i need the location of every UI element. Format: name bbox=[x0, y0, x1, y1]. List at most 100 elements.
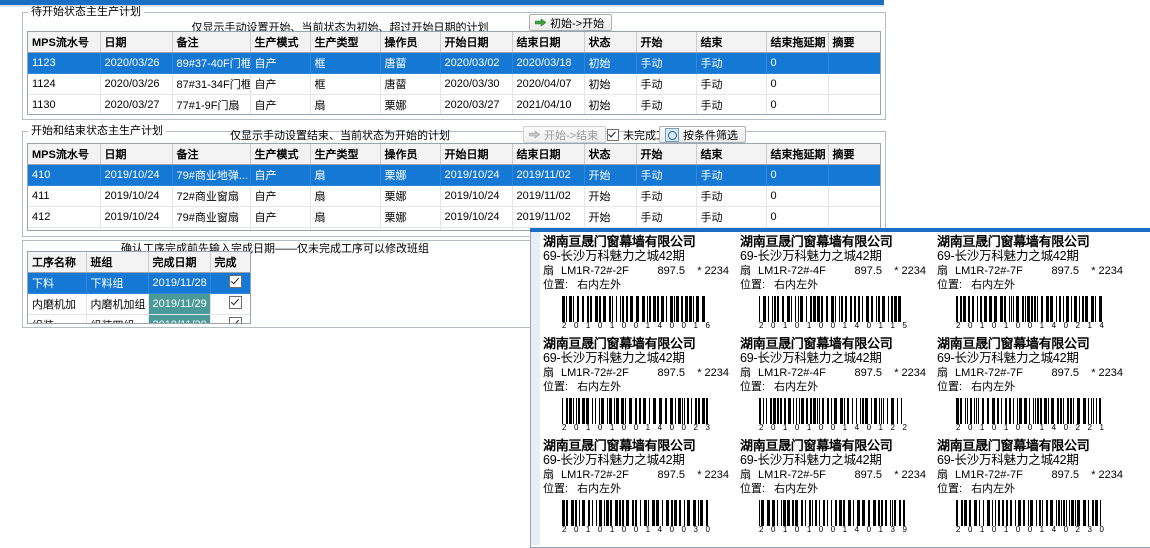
process-done-cell[interactable] bbox=[210, 314, 250, 323]
table-cell[interactable]: 手动 bbox=[696, 94, 767, 114]
groups.pending-col-12[interactable]: 摘要 bbox=[828, 32, 880, 53]
table-cell[interactable]: 0 bbox=[766, 164, 829, 186]
groups.pending-col-7[interactable]: 结束日期 bbox=[512, 32, 585, 53]
table-cell[interactable]: 手动 bbox=[696, 185, 767, 207]
process-col-0[interactable]: 工序名称 bbox=[28, 252, 87, 273]
table-cell[interactable]: 72#商业窗扇 bbox=[172, 185, 251, 207]
table-cell[interactable]: 唐蒥 bbox=[380, 52, 441, 74]
table-cell[interactable]: 手动 bbox=[696, 206, 767, 228]
table-cell[interactable] bbox=[828, 164, 880, 186]
groups.pending-col-9[interactable]: 开始 bbox=[636, 32, 697, 53]
groups.started-col-3[interactable]: 生产模式 bbox=[250, 144, 311, 165]
table-cell[interactable]: 2020/03/27 bbox=[440, 94, 513, 114]
process-team-cell[interactable]: 下料组 bbox=[86, 272, 149, 294]
process-team-cell[interactable]: 组装四组 bbox=[86, 314, 149, 323]
table-cell[interactable]: 2020/03/27 bbox=[100, 94, 173, 114]
groups.started-col-1[interactable]: 日期 bbox=[100, 144, 173, 165]
table-row[interactable]: 组装组装四组2019/11/30 bbox=[28, 314, 250, 323]
table-cell[interactable]: 1123 bbox=[28, 52, 101, 74]
table-cell[interactable]: 手动 bbox=[636, 206, 697, 228]
table-cell[interactable]: 414 bbox=[28, 227, 101, 230]
table-cell[interactable]: 自产 bbox=[250, 206, 311, 228]
table-cell[interactable]: 1124 bbox=[28, 73, 101, 95]
table-cell[interactable]: 87#31-34F门框 bbox=[172, 73, 251, 95]
table-cell[interactable]: 手动 bbox=[636, 52, 697, 74]
table-cell[interactable]: 410 bbox=[28, 164, 101, 186]
table-row[interactable]: 412 2019/10/24 79#商业窗扇 自产扇栗娜 2019/10/24 2019/… bbox=[28, 206, 880, 228]
process-name-cell[interactable]: 内磨机加 bbox=[28, 293, 87, 315]
groups.started-col-7[interactable]: 结束日期 bbox=[512, 144, 585, 165]
table-cell[interactable]: 2019/11/02 bbox=[512, 206, 585, 228]
table-cell[interactable]: 扇 bbox=[310, 206, 381, 228]
process-date-cell[interactable]: 2019/11/29 bbox=[148, 293, 211, 315]
checkbox-icon[interactable] bbox=[228, 275, 242, 288]
table-cell[interactable]: 0 bbox=[766, 94, 829, 114]
groups.started-col-10[interactable]: 结束 bbox=[696, 144, 767, 165]
table-cell[interactable]: 手动 bbox=[636, 164, 697, 186]
table-cell[interactable]: 2019/10/24 bbox=[440, 206, 513, 228]
table-row[interactable]: 内磨机加 内磨机加组 2019/11/29 bbox=[28, 293, 250, 315]
table-cell[interactable]: 2020/03/26 bbox=[100, 73, 173, 95]
table-cell[interactable]: 0 bbox=[766, 206, 829, 228]
table-cell[interactable]: 扇 bbox=[310, 164, 381, 186]
table-cell[interactable]: 2019/11/02 bbox=[512, 164, 585, 186]
table-cell[interactable]: 89#37-40F门框 bbox=[172, 52, 251, 74]
table-row[interactable]: 1130 2020/03/27 77#1-9F门扇 自产扇栗娜 2020/03/27 20… bbox=[28, 94, 880, 114]
process-name-cell[interactable]: 下料 bbox=[28, 272, 87, 294]
table-cell[interactable]: 2019/10/24 bbox=[440, 185, 513, 207]
table-cell[interactable]: 手动 bbox=[696, 52, 767, 74]
table-cell[interactable]: 自产 bbox=[250, 164, 311, 186]
groups.started-col-0[interactable]: MPS流水号 bbox=[28, 144, 101, 165]
table-cell[interactable]: 412 bbox=[28, 206, 101, 228]
process-team-cell[interactable]: 内磨机加组 bbox=[86, 293, 149, 315]
table-cell[interactable]: 0 bbox=[766, 52, 829, 74]
table-row[interactable]: 1123 2020/03/26 89#37-40F门框 自产框唐蒥 2020/03/02… bbox=[28, 52, 880, 74]
process-date-cell[interactable]: 2019/11/30 bbox=[148, 314, 211, 323]
pending-plan-grid[interactable]: MPS流水号 日期 备注 生产模式 生产类型 操作员 开始日期 结束日期 状态 开始 结束 结束拖延期… bbox=[27, 31, 881, 115]
table-cell[interactable]: 2019/10/24 bbox=[440, 164, 513, 186]
table-cell[interactable]: 77#1-9F门扇 bbox=[172, 94, 251, 114]
checkbox-icon[interactable] bbox=[607, 128, 619, 141]
table-cell[interactable]: 栗娜 bbox=[380, 227, 441, 230]
table-cell[interactable] bbox=[828, 94, 880, 114]
table-cell[interactable]: 自产 bbox=[250, 227, 311, 230]
table-cell[interactable]: 自产 bbox=[250, 185, 311, 207]
init-to-start-button[interactable]: 初始->开始 bbox=[529, 14, 613, 31]
table-cell[interactable]: 扇 bbox=[310, 227, 381, 230]
table-cell[interactable] bbox=[828, 185, 880, 207]
process-col-2[interactable]: 完成日期 bbox=[148, 252, 211, 273]
process-done-cell[interactable] bbox=[210, 272, 250, 294]
table-cell[interactable]: 1130 bbox=[28, 94, 101, 114]
table-cell[interactable] bbox=[828, 73, 880, 95]
start-to-end-button[interactable]: 开始->结束 bbox=[523, 126, 607, 143]
table-cell[interactable]: 2020/03/30 bbox=[440, 73, 513, 95]
table-cell[interactable]: 自产 bbox=[250, 73, 311, 95]
table-row[interactable]: 1124 2020/03/26 87#31-34F门框 自产框唐蒥 2020/03/30… bbox=[28, 73, 880, 95]
table-row[interactable]: 411 2019/10/24 72#商业窗扇 自产扇栗娜 2019/10/24 2019/… bbox=[28, 185, 880, 207]
groups.started-col-4[interactable]: 生产类型 bbox=[310, 144, 381, 165]
table-cell[interactable]: 开始 bbox=[584, 185, 637, 207]
process-grid[interactable]: 工序名称 班组 完成日期 完成 下料 下料组 2019/11/28 内磨机加 内磨机加组 201… bbox=[27, 251, 251, 324]
table-cell[interactable]: 2021/04/10 bbox=[512, 94, 585, 114]
table-row[interactable]: 410 2019/10/24 79#商业地弹... 自产扇栗娜 2019/10/24 20… bbox=[28, 164, 880, 186]
table-cell[interactable]: 框 bbox=[310, 73, 381, 95]
groups.started-col-9[interactable]: 开始 bbox=[636, 144, 697, 165]
table-cell[interactable]: 73#1F门扇窗扇 bbox=[172, 227, 251, 230]
table-cell[interactable]: 扇 bbox=[310, 185, 381, 207]
table-cell[interactable]: 手动 bbox=[636, 185, 697, 207]
table-cell[interactable]: 扇 bbox=[310, 94, 381, 114]
table-cell[interactable]: 自产 bbox=[250, 52, 311, 74]
process-date-cell[interactable]: 2019/11/28 bbox=[148, 272, 211, 294]
groups.pending-col-10[interactable]: 结束 bbox=[696, 32, 767, 53]
groups.started-col-12[interactable]: 摘要 bbox=[828, 144, 880, 165]
groups.pending-col-3[interactable]: 生产模式 bbox=[250, 32, 311, 53]
groups.started-col-8[interactable]: 状态 bbox=[584, 144, 637, 165]
table-cell[interactable]: 0 bbox=[766, 73, 829, 95]
table-cell[interactable]: 栗娜 bbox=[380, 164, 441, 186]
groups.pending-col-4[interactable]: 生产类型 bbox=[310, 32, 381, 53]
table-cell[interactable]: 栗娜 bbox=[380, 206, 441, 228]
table-cell[interactable]: 框 bbox=[310, 52, 381, 74]
table-cell[interactable]: 79#商业地弹... bbox=[172, 164, 251, 186]
table-cell[interactable]: 手动 bbox=[696, 164, 767, 186]
table-cell[interactable] bbox=[828, 206, 880, 228]
